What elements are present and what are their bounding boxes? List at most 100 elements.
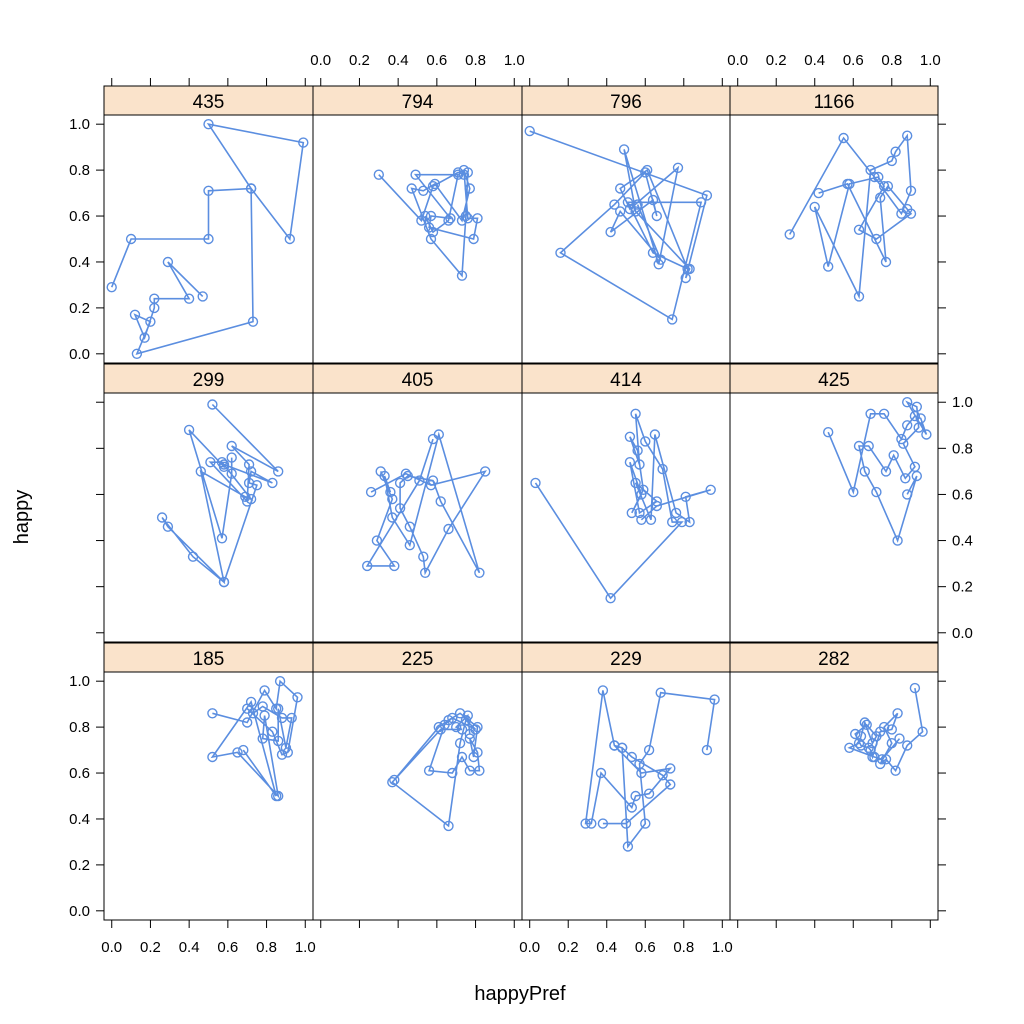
data-point <box>379 470 390 482</box>
data-point <box>850 728 861 740</box>
data-point <box>387 512 398 523</box>
y-axis-right-row1 <box>938 123 946 355</box>
data-point <box>276 712 288 724</box>
strip-label: 282 <box>818 649 850 670</box>
data-point <box>636 514 647 525</box>
data-point <box>855 731 867 742</box>
data-point <box>387 777 398 788</box>
data-point <box>427 180 439 192</box>
data-point <box>890 146 901 157</box>
data-point <box>216 533 228 544</box>
data-point <box>245 696 257 708</box>
panel-frame <box>729 671 939 921</box>
x-axis-bottom-col1: 0.0 0.2 0.4 0.6 0.8 1.0 <box>101 920 316 956</box>
data-point <box>414 475 425 486</box>
y-tick-label: 0.8 <box>952 440 973 457</box>
data-point <box>597 818 609 829</box>
data-point <box>626 507 637 519</box>
data-point <box>921 429 932 440</box>
data-point <box>865 408 876 419</box>
data-point <box>197 291 208 302</box>
data-point <box>259 710 270 721</box>
strip-box <box>103 85 314 116</box>
y-tick-label: 0.4 <box>952 533 973 550</box>
data-point <box>902 740 913 751</box>
x-tick-label: 0.8 <box>673 939 694 956</box>
panel-frame <box>521 114 731 364</box>
data-point <box>861 719 872 730</box>
data-point <box>218 576 230 588</box>
data-point <box>218 461 230 472</box>
data-point <box>624 457 636 468</box>
data-point <box>524 125 535 137</box>
data-point <box>462 710 473 721</box>
data-point <box>149 293 160 304</box>
data-point <box>878 408 890 419</box>
strip-box <box>103 642 314 673</box>
data-point <box>655 254 666 265</box>
data-point <box>911 470 922 482</box>
data-point <box>418 185 429 197</box>
data-point <box>418 551 429 562</box>
data-point <box>187 551 199 562</box>
data-point <box>634 507 645 519</box>
strip-label: 425 <box>818 370 850 391</box>
data-point <box>420 567 431 578</box>
panel-796: 796 <box>521 85 731 364</box>
data-point <box>273 735 284 747</box>
data-point <box>875 192 886 203</box>
data-point <box>247 708 259 719</box>
data-point <box>273 703 284 714</box>
data-point <box>183 293 195 304</box>
x-tick-label: 0.4 <box>596 939 617 956</box>
data-point <box>902 397 913 408</box>
data-point <box>445 213 456 224</box>
data-point <box>238 744 249 756</box>
data-point <box>480 466 491 477</box>
data-point <box>665 763 676 774</box>
data-point <box>682 263 693 275</box>
data-point <box>243 477 255 489</box>
data-point <box>404 521 415 532</box>
data-point <box>676 516 688 528</box>
y-tick-label: 0.6 <box>69 765 90 782</box>
data-point <box>462 213 473 224</box>
data-point <box>680 491 691 502</box>
data-point <box>443 215 454 226</box>
data-point <box>423 765 435 776</box>
data-point <box>892 708 903 719</box>
data-point <box>853 440 865 452</box>
data-point <box>875 758 886 770</box>
data-point <box>456 215 468 226</box>
data-point <box>813 187 824 199</box>
panel-282: 282 <box>729 642 939 921</box>
data-point <box>853 738 865 749</box>
y-tick-label: 0.4 <box>69 811 90 828</box>
data-point <box>909 682 921 694</box>
x-tick-label: 0.8 <box>465 52 486 69</box>
data-point <box>226 440 237 452</box>
data-point <box>207 751 218 763</box>
data-point <box>427 226 439 238</box>
data-point <box>657 463 668 475</box>
data-point <box>389 774 400 786</box>
y-tick-label: 1.0 <box>952 394 973 411</box>
x-tick-label: 0.0 <box>519 939 540 956</box>
data-point <box>701 190 713 201</box>
strip-label: 185 <box>193 649 225 670</box>
data-point <box>876 754 888 765</box>
data-point <box>632 199 643 210</box>
data-point <box>809 201 820 213</box>
data-point <box>472 721 483 733</box>
y-tick-label: 0.6 <box>69 208 90 225</box>
x-tick-label: 1.0 <box>712 939 733 956</box>
data-point <box>298 137 309 148</box>
data-point <box>898 438 909 449</box>
data-point <box>456 270 468 281</box>
axes-layer: 0.0 0.2 0.4 0.6 0.8 1.0 0.0 0.2 0.4 0.6 0.8 1.00.0 0… <box>69 52 973 956</box>
series-line <box>210 679 299 799</box>
x-axis-bottom-col3: 0.0 0.2 0.4 0.6 0.8 1.0 <box>519 920 733 956</box>
data-point <box>460 715 472 726</box>
data-point <box>243 459 255 470</box>
data-point <box>125 233 137 245</box>
